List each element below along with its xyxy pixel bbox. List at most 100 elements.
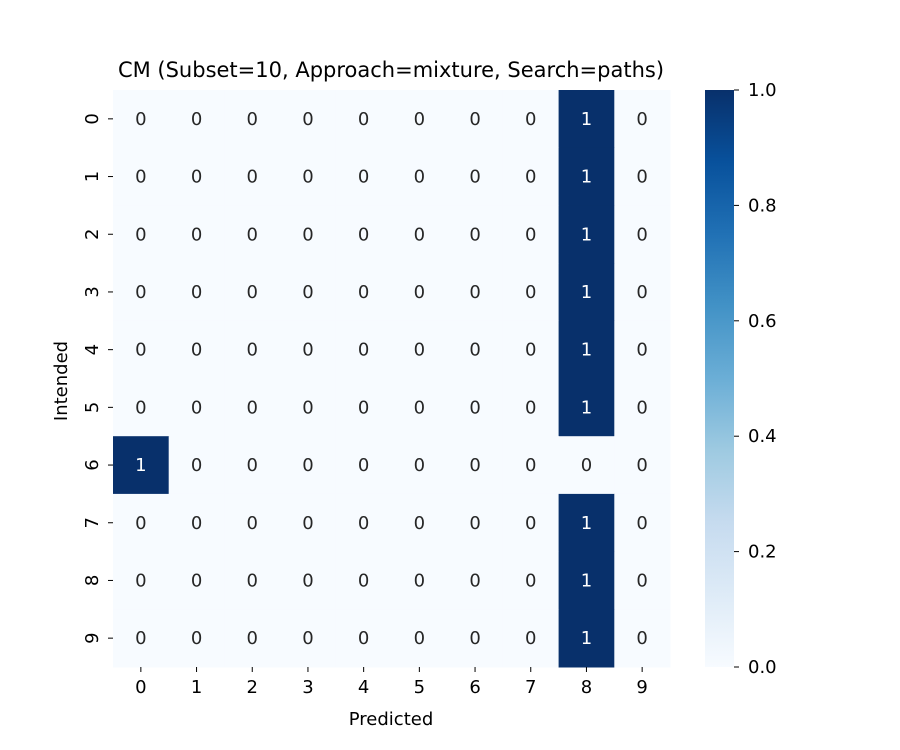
colorbar-tick-label: 0.4 bbox=[748, 426, 777, 447]
cell-value-label: 1 bbox=[135, 455, 146, 476]
heatmap-cell bbox=[447, 320, 504, 379]
x-tick-label: 6 bbox=[469, 677, 480, 698]
cell-value-label: 0 bbox=[469, 397, 480, 418]
heatmap-cell bbox=[335, 609, 392, 668]
heatmap-cell bbox=[502, 436, 560, 495]
heatmap-cell bbox=[224, 493, 281, 553]
heatmap-cell bbox=[447, 493, 504, 553]
y-tick-label: 5 bbox=[82, 402, 103, 413]
colorbar-tick-label: 1.0 bbox=[748, 80, 777, 101]
heatmap-cell bbox=[168, 205, 225, 264]
heatmap-cell bbox=[391, 320, 448, 379]
heatmap-cell bbox=[280, 147, 337, 206]
cell-value-label: 0 bbox=[358, 397, 369, 418]
heatmap-cell bbox=[113, 493, 170, 553]
cell-value-label: 0 bbox=[135, 167, 146, 188]
heatmap-cell-labels: 0 0 0 0 0 0 0 0 1 0 0 0 0 0 0 0 0 0 1 0 0 0 0 0 0 0 0 0 1 0 0 0 0 0 0 0 0 0 1 0… bbox=[135, 109, 648, 649]
heatmap-cell bbox=[558, 551, 615, 610]
colorbar-tick-label: 0.6 bbox=[748, 311, 777, 332]
heatmap-cell bbox=[335, 263, 392, 322]
heatmap-cell bbox=[614, 378, 671, 437]
heatmap-cell bbox=[614, 147, 671, 206]
cell-value-label: 0 bbox=[302, 282, 313, 303]
cell-value-label: 0 bbox=[191, 455, 202, 476]
heatmap-cell bbox=[447, 378, 504, 437]
heatmap-cell bbox=[335, 436, 392, 495]
cell-value-label: 0 bbox=[191, 513, 202, 534]
cell-value-label: 0 bbox=[247, 628, 258, 649]
heatmap-cell bbox=[280, 609, 337, 668]
y-axis-label: Intended bbox=[51, 341, 72, 421]
heatmap-cell bbox=[614, 493, 671, 553]
cell-value-label: 0 bbox=[414, 455, 425, 476]
cell-value-label: 0 bbox=[247, 397, 258, 418]
cell-value-label: 1 bbox=[581, 167, 592, 188]
heatmap-cell bbox=[614, 551, 671, 610]
cell-value-label: 1 bbox=[581, 224, 592, 245]
heatmap-cell bbox=[502, 493, 560, 553]
cell-value-label: 0 bbox=[191, 224, 202, 245]
cell-value-label: 0 bbox=[191, 282, 202, 303]
heatmap-cell bbox=[391, 263, 448, 322]
heatmap-cell bbox=[335, 378, 392, 437]
x-tick-label: 0 bbox=[135, 677, 146, 698]
x-tick-label: 9 bbox=[636, 677, 647, 698]
heatmap-cell bbox=[168, 493, 225, 553]
cell-value-label: 0 bbox=[247, 513, 258, 534]
y-axis-ticks: 0 1 2 3 4 5 6 7 8 9 bbox=[82, 113, 113, 644]
cell-value-label: 0 bbox=[525, 109, 536, 130]
heatmap-cell bbox=[558, 263, 615, 322]
heatmap-cell bbox=[447, 551, 504, 610]
cell-value-label: 0 bbox=[636, 340, 647, 361]
cell-value-label: 0 bbox=[358, 109, 369, 130]
cell-value-label: 0 bbox=[414, 109, 425, 130]
heatmap-cell bbox=[502, 609, 560, 668]
x-tick-label: 4 bbox=[358, 677, 369, 698]
heatmap-cell bbox=[447, 147, 504, 206]
cell-value-label: 0 bbox=[414, 570, 425, 591]
cell-value-label: 0 bbox=[636, 397, 647, 418]
y-tick-label: 2 bbox=[82, 229, 103, 240]
y-tick-label: 3 bbox=[82, 286, 103, 297]
heatmap-cell bbox=[168, 551, 225, 610]
cell-value-label: 0 bbox=[247, 570, 258, 591]
cell-value-label: 0 bbox=[525, 628, 536, 649]
heatmap-cell bbox=[335, 551, 392, 610]
heatmap-cell bbox=[558, 493, 615, 553]
heatmap-cell bbox=[558, 147, 615, 206]
cell-value-label: 0 bbox=[247, 109, 258, 130]
cell-value-label: 1 bbox=[581, 628, 592, 649]
y-tick-label: 4 bbox=[82, 344, 103, 355]
cell-value-label: 0 bbox=[636, 628, 647, 649]
heatmap-cell bbox=[614, 609, 671, 668]
heatmap-cell bbox=[447, 609, 504, 668]
cell-value-label: 0 bbox=[358, 282, 369, 303]
cell-value-label: 0 bbox=[135, 109, 146, 130]
cell-value-label: 0 bbox=[414, 513, 425, 534]
y-tick-label: 9 bbox=[82, 632, 103, 643]
heatmap-cell bbox=[391, 609, 448, 668]
cell-value-label: 1 bbox=[581, 570, 592, 591]
y-tick-label: 1 bbox=[82, 171, 103, 182]
heatmap-cell bbox=[168, 90, 225, 149]
cell-value-label: 0 bbox=[302, 455, 313, 476]
heatmap-cell bbox=[280, 205, 337, 264]
heatmap-cell bbox=[614, 205, 671, 264]
cell-value-label: 0 bbox=[247, 282, 258, 303]
cell-value-label: 0 bbox=[525, 167, 536, 188]
cell-value-label: 0 bbox=[135, 513, 146, 534]
heatmap-cell bbox=[224, 320, 281, 379]
heatmap-cell bbox=[558, 378, 615, 437]
cell-value-label: 0 bbox=[358, 224, 369, 245]
heatmap-cell bbox=[391, 551, 448, 610]
cell-value-label: 0 bbox=[247, 340, 258, 361]
x-tick-label: 2 bbox=[247, 677, 258, 698]
heatmap-cell bbox=[224, 551, 281, 610]
cell-value-label: 0 bbox=[525, 397, 536, 418]
cell-value-label: 0 bbox=[358, 513, 369, 534]
cell-value-label: 0 bbox=[191, 628, 202, 649]
heatmap-cell bbox=[113, 378, 170, 437]
cell-value-label: 0 bbox=[191, 167, 202, 188]
heatmap-cell bbox=[280, 263, 337, 322]
cell-value-label: 0 bbox=[414, 628, 425, 649]
